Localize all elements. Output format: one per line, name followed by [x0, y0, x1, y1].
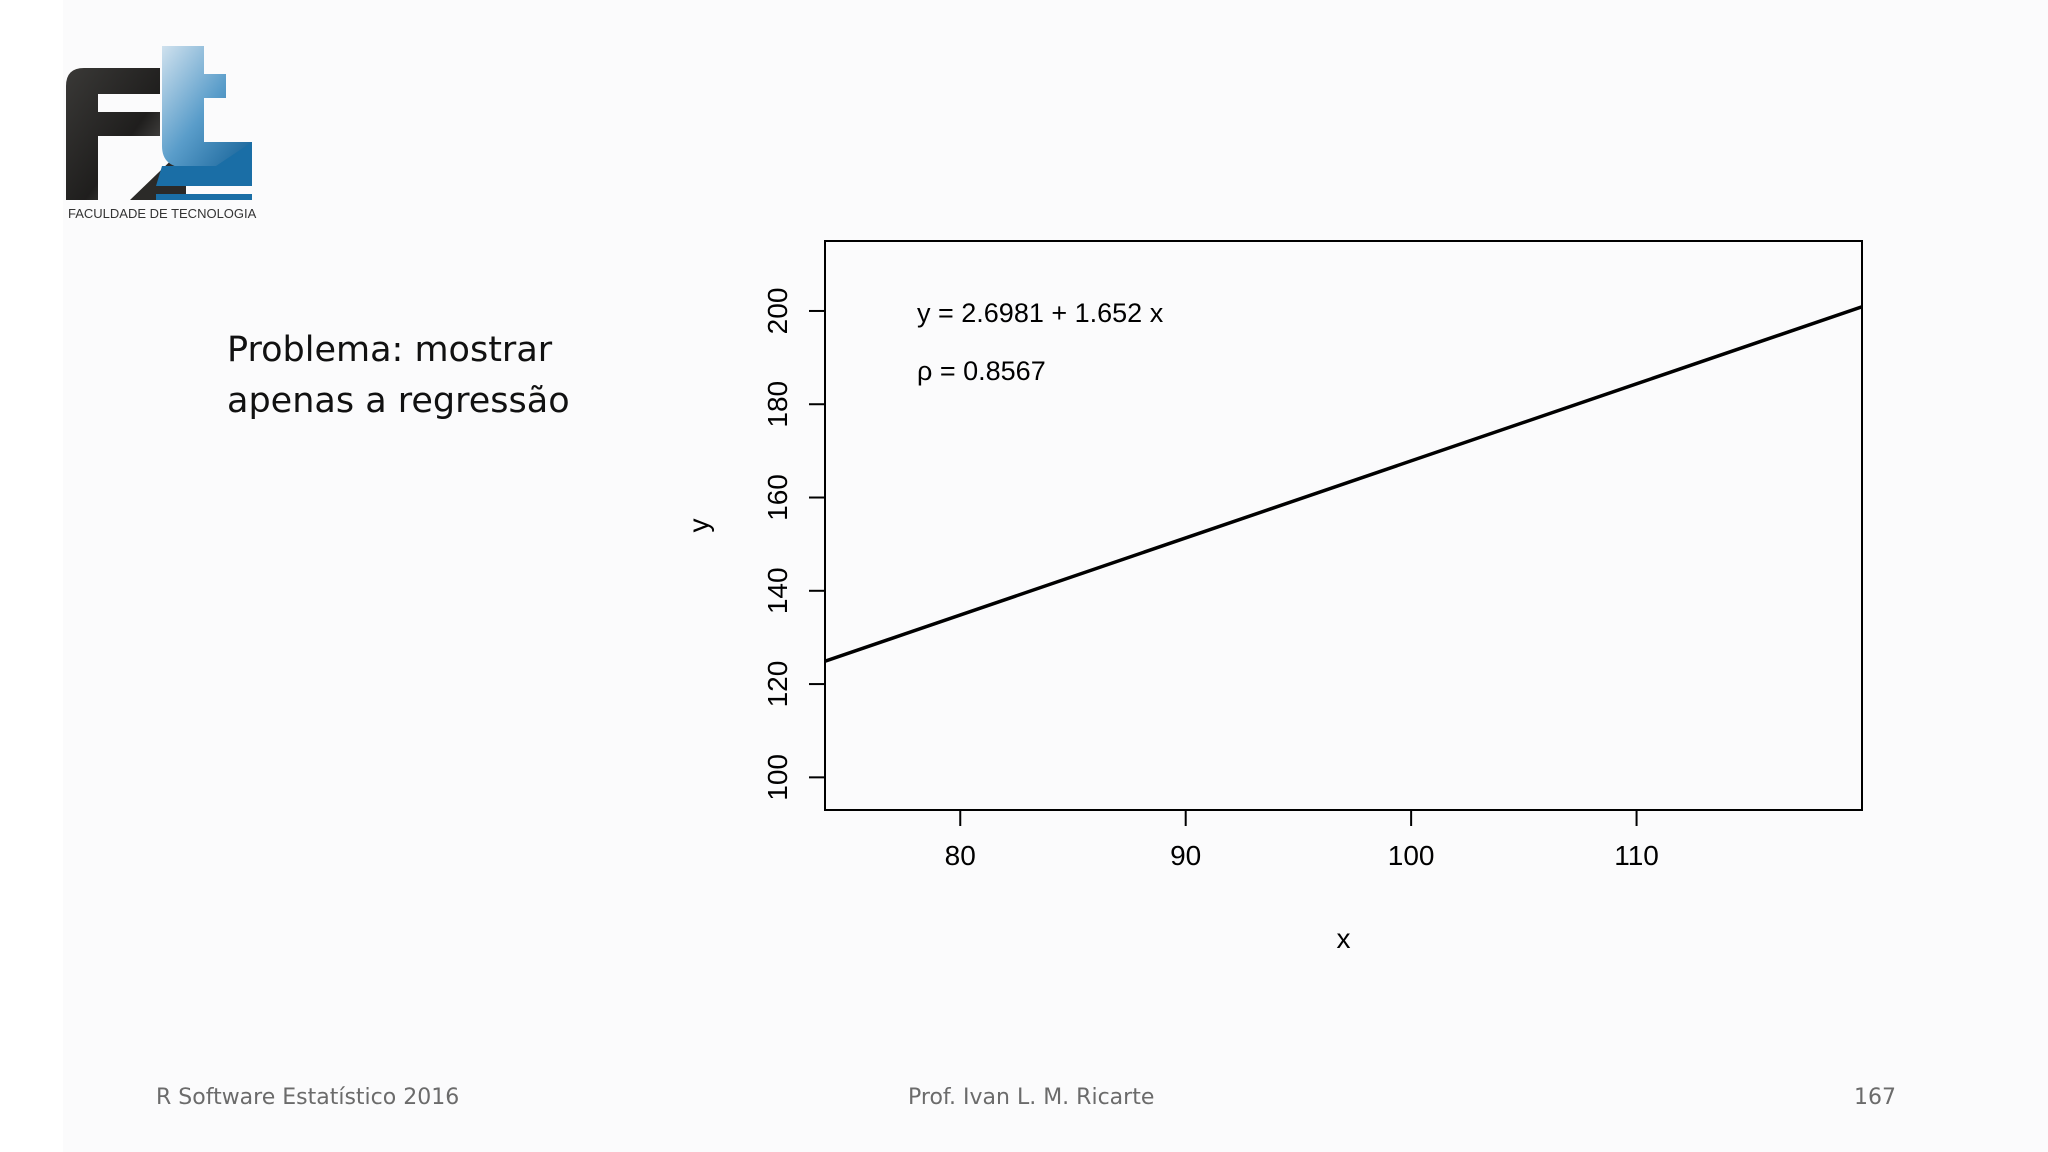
regression-equation: y = 2.6981 + 1.652 x — [917, 298, 1164, 328]
regression-line — [825, 305, 1862, 663]
slide-text-line: Problema: mostrar — [227, 330, 553, 370]
plot-frame — [824, 240, 1863, 811]
footer-course: R Software Estatístico 2016 — [156, 1085, 460, 1110]
slide-text-line: apenas a regressão — [227, 381, 570, 421]
correlation-coefficient: ρ = 0.8567 — [917, 356, 1046, 386]
y-tick-label: 100 — [762, 754, 793, 801]
y-tick-label: 200 — [762, 288, 793, 335]
ft-logo-icon — [66, 46, 252, 200]
x-tick-label: 110 — [1614, 840, 1659, 871]
slide-text: Problema: mostrar apenas a regressão — [227, 325, 570, 427]
x-tick-label: 90 — [1170, 840, 1201, 871]
x-tick-label: 100 — [1388, 840, 1435, 871]
x-tick-label: 80 — [945, 840, 976, 871]
y-tick-label: 120 — [762, 661, 793, 708]
logo-caption: FACULDADE DE TECNOLOGIA — [68, 206, 257, 221]
footer-page-number: 167 — [1854, 1085, 1896, 1110]
y-tick-label: 160 — [762, 474, 793, 521]
y-tick-label: 180 — [762, 381, 793, 428]
x-axis-label: x — [1337, 923, 1351, 954]
footer-author: Prof. Ivan L. M. Ricarte — [908, 1085, 1155, 1110]
y-axis-label: y — [683, 519, 714, 533]
slide-background — [63, 0, 2048, 1152]
y-tick-label: 140 — [762, 567, 793, 614]
